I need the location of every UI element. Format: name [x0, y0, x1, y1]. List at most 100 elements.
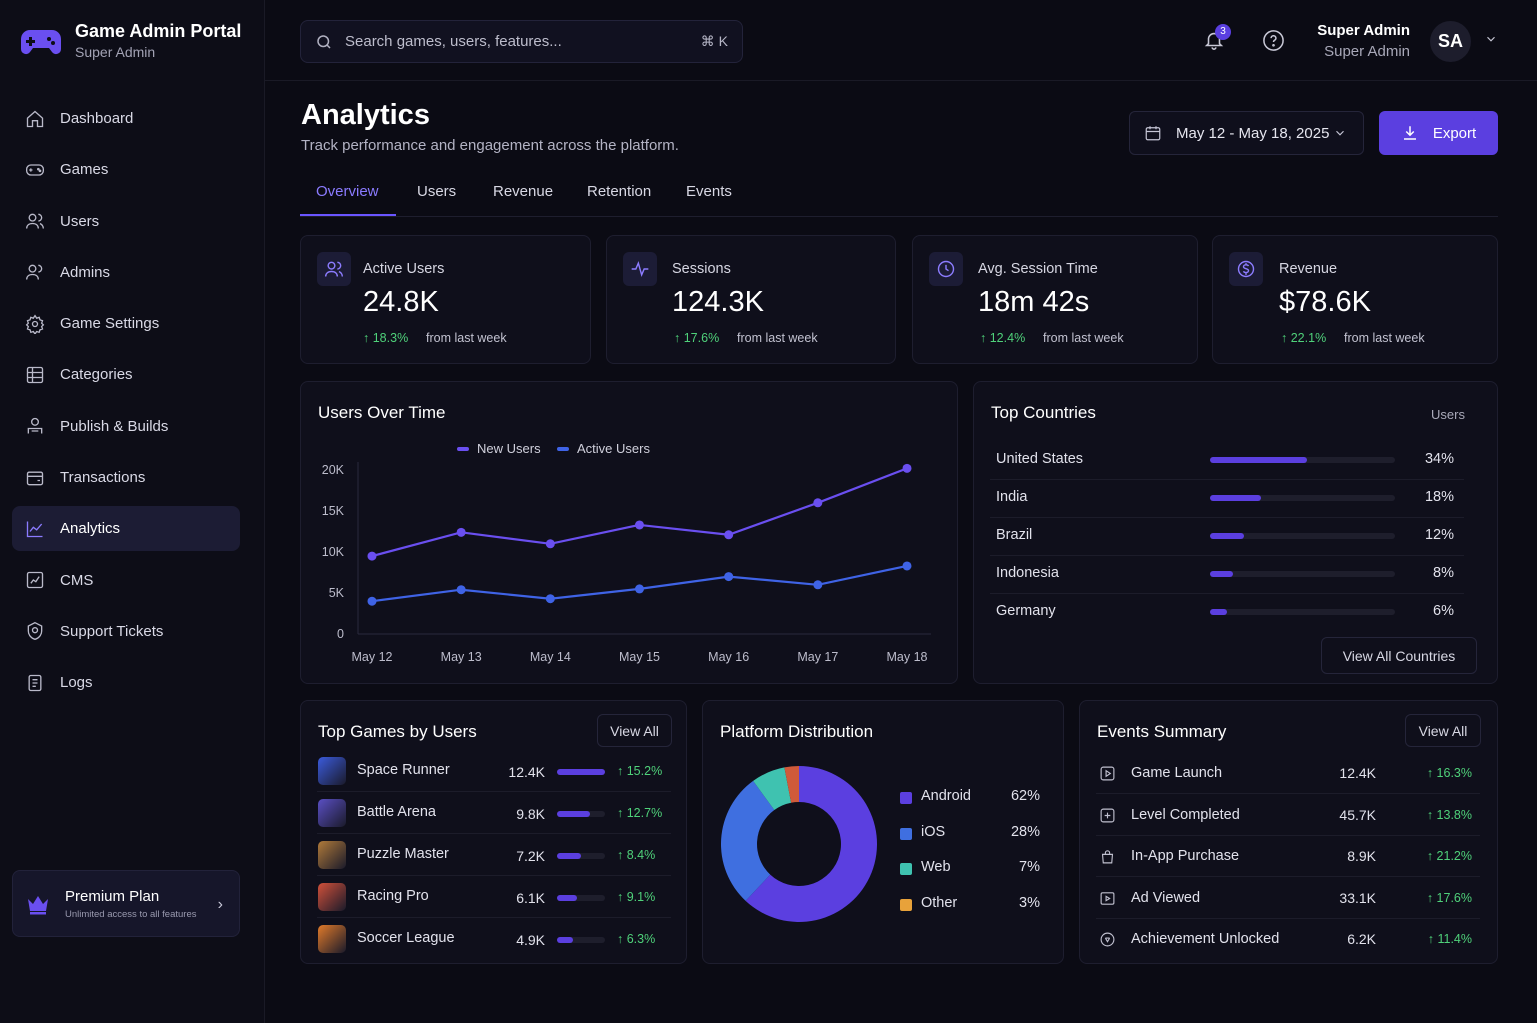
- premium-subtitle: Unlimited access to all features: [65, 908, 197, 920]
- game-thumbnail: [318, 799, 346, 827]
- notifications-button[interactable]: 3: [1203, 24, 1231, 53]
- sidebar-item-game-settings[interactable]: Game Settings: [12, 301, 240, 346]
- tab-revenue[interactable]: Revenue: [493, 183, 554, 200]
- stat-value: 18m 42s: [978, 286, 1090, 318]
- legend-label: Active Users: [577, 441, 650, 456]
- card-title: Platform Distribution: [720, 722, 874, 741]
- tab-overview[interactable]: Overview: [316, 183, 379, 200]
- donut-slice-other[interactable]: [784, 766, 799, 803]
- brand[interactable]: Game Admin Portal Super Admin: [20, 20, 241, 62]
- event-row[interactable]: Level Completed 45.7K ↑ 13.8%: [1096, 795, 1480, 836]
- country-bar-track: [1210, 609, 1395, 615]
- game-growth-value: 9.1%: [626, 890, 656, 904]
- country-bar-track: [1210, 457, 1395, 463]
- chevron-down-icon: [1487, 36, 1495, 42]
- sidebar-item-dashboard[interactable]: Dashboard: [12, 96, 240, 141]
- view-all-events-button[interactable]: View All: [1405, 714, 1481, 747]
- admins-icon: [24, 261, 46, 283]
- game-users: 12.4K: [508, 764, 545, 780]
- event-name: Achievement Unlocked: [1131, 931, 1280, 947]
- country-name: Brazil: [996, 527, 1033, 543]
- sidebar-item-admins[interactable]: Admins: [12, 250, 240, 295]
- bag-icon: [1099, 848, 1116, 865]
- event-count: 8.9K: [1347, 848, 1376, 864]
- clock-icon: [929, 252, 963, 286]
- top-countries-card: Top Countries Users United States 34% In…: [973, 381, 1498, 684]
- view-all-countries-button[interactable]: View All Countries: [1321, 637, 1477, 674]
- launch-icon: [1099, 765, 1116, 782]
- data-point: [813, 580, 823, 590]
- sidebar-item-transactions[interactable]: Transactions: [12, 455, 240, 500]
- tab-retention[interactable]: Retention: [587, 183, 652, 200]
- stat-delta-note: from last week: [1043, 331, 1124, 345]
- platform-pct: 28%: [1010, 823, 1040, 840]
- user-role: Super Admin: [1324, 43, 1410, 60]
- search-icon: [317, 34, 331, 49]
- donut-slice-android[interactable]: [745, 766, 877, 922]
- sidebar-item-analytics[interactable]: Analytics: [12, 506, 240, 552]
- platform-pct: 7%: [1019, 859, 1040, 875]
- premium-plan-card[interactable]: Premium Plan Unlimited access to all fea…: [12, 870, 240, 937]
- legend-new-users[interactable]: New Users: [457, 441, 541, 456]
- donut-slice-ios[interactable]: [721, 780, 775, 901]
- x-tick-label: May 14: [530, 650, 571, 664]
- data-point: [545, 594, 555, 604]
- country-name: Germany: [996, 603, 1056, 619]
- donut-slice-web[interactable]: [753, 767, 792, 811]
- game-name: Puzzle Master: [357, 846, 449, 862]
- sidebar-item-publish-builds[interactable]: Publish & Builds: [12, 404, 240, 449]
- download-icon: [1403, 126, 1416, 140]
- event-row[interactable]: Ad Viewed 33.1K ↑ 17.6%: [1096, 878, 1480, 919]
- game-row[interactable]: Soccer League 4.9K ↑ 6.3%: [317, 919, 671, 960]
- avatar[interactable]: SA: [1430, 21, 1471, 62]
- sidebar-item-cms[interactable]: CMS: [12, 558, 240, 603]
- search-input[interactable]: [345, 33, 685, 50]
- date-range-picker[interactable]: May 12 - May 18, 2025: [1129, 111, 1364, 155]
- country-bar-fill: [1210, 495, 1262, 501]
- platform-legend-row: Web 7%: [900, 859, 1040, 879]
- app-subtitle: Super Admin: [75, 44, 156, 60]
- game-row[interactable]: Puzzle Master 7.2K ↑ 8.4%: [317, 835, 671, 876]
- sidebar-item-games[interactable]: Games: [12, 147, 240, 192]
- y-tick-label: 15K: [322, 504, 345, 518]
- x-tick-label: May 15: [619, 650, 660, 664]
- search-bar[interactable]: ⌘ K: [300, 20, 743, 63]
- wallet-icon: [24, 467, 46, 489]
- legend-active-users[interactable]: Active Users: [557, 441, 650, 456]
- view-all-games-button[interactable]: View All: [597, 714, 672, 747]
- game-bar-fill: [557, 811, 590, 817]
- tab-users[interactable]: Users: [417, 183, 457, 200]
- event-row[interactable]: Game Launch 12.4K ↑ 16.3%: [1096, 753, 1480, 794]
- tab-events[interactable]: Events: [686, 183, 732, 200]
- game-row[interactable]: Racing Pro 6.1K ↑ 9.1%: [317, 877, 671, 918]
- sidebar-item-logs[interactable]: Logs: [12, 660, 240, 705]
- sidebar: Game Admin Portal Super Admin Dashboard …: [0, 0, 265, 1023]
- game-thumbnail: [318, 841, 346, 869]
- stat-delta-value: 12.4%: [989, 331, 1026, 345]
- country-bar-fill: [1210, 609, 1228, 615]
- card-title: Top Games by Users: [318, 722, 477, 741]
- help-button[interactable]: [1262, 29, 1286, 53]
- export-button[interactable]: Export: [1379, 111, 1498, 155]
- sidebar-item-support-tickets[interactable]: Support Tickets: [12, 609, 240, 654]
- game-row[interactable]: Battle Arena 9.8K ↑ 12.7%: [317, 793, 671, 834]
- country-bar-track: [1210, 495, 1395, 501]
- event-growth: ↑ 16.3%: [1426, 766, 1472, 780]
- sidebar-item-label: Logs: [60, 674, 93, 692]
- event-row[interactable]: Achievement Unlocked 6.2K ↑ 11.4%: [1096, 919, 1480, 960]
- stat-value: 24.8K: [363, 286, 439, 318]
- event-row[interactable]: In-App Purchase 8.9K ↑ 21.2%: [1096, 836, 1480, 877]
- sidebar-item-users[interactable]: Users: [12, 199, 240, 244]
- stat-label: Avg. Session Time: [978, 261, 1098, 277]
- sidebar-item-categories[interactable]: Categories: [12, 352, 240, 397]
- y-tick-label: 20K: [322, 463, 345, 477]
- game-row[interactable]: Space Runner 12.4K ↑ 15.2%: [317, 751, 671, 792]
- country-pct: 6%: [1433, 603, 1454, 619]
- stat-delta: ↑ 18.3%: [363, 331, 409, 345]
- user-menu-chevron[interactable]: [1484, 32, 1498, 46]
- publish-icon: [24, 415, 46, 437]
- game-thumbnail: [318, 883, 346, 911]
- country-bar-fill: [1210, 533, 1245, 539]
- game-growth-value: 15.2%: [626, 764, 663, 778]
